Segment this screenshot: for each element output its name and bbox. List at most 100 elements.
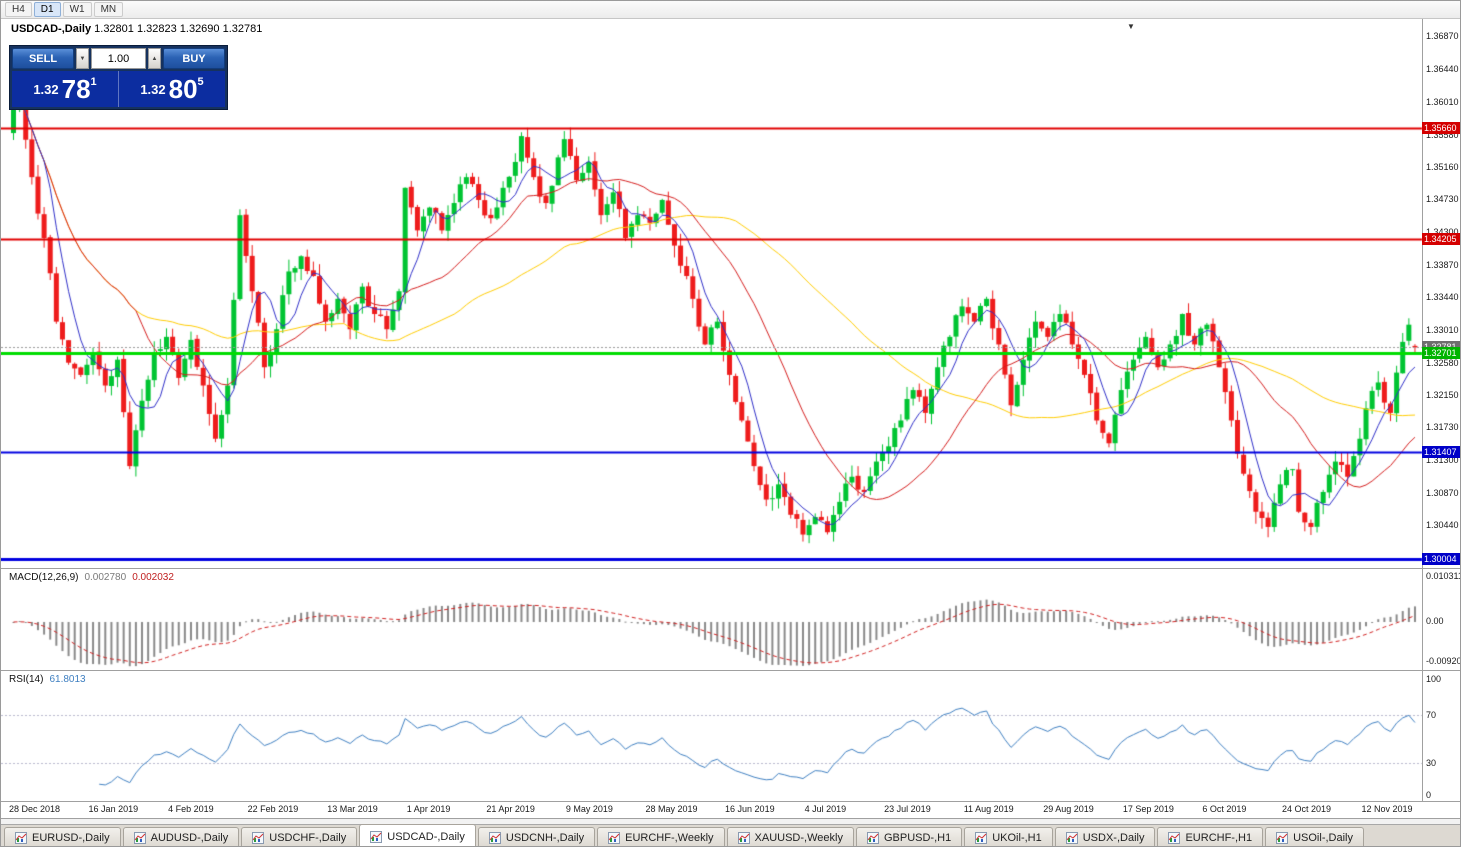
chart-tab[interactable]: UKOil-,H1 [964, 827, 1053, 846]
chart-title-symbol: USDCAD-,Daily [11, 23, 92, 35]
price-axis-tick: 1.33440 [1426, 292, 1459, 303]
date-axis-label: 11 Aug 2019 [963, 804, 1014, 814]
buy-button[interactable]: BUY [163, 48, 225, 69]
chart-icon [15, 832, 27, 844]
timeframe-button-w1[interactable]: W1 [62, 2, 92, 17]
chart-tab-label: USDCNH-,Daily [505, 832, 585, 844]
chart-icon [133, 832, 146, 844]
panel-separator[interactable] [1, 801, 1460, 802]
chart-tab-label: GBPUSD-,H1 [883, 832, 952, 844]
bid-price[interactable]: 1.32 78 1 [12, 71, 119, 107]
rsi-name: RSI(14) [9, 674, 44, 685]
date-axis-label: 4 Jul 2019 [804, 804, 847, 814]
time-axis[interactable] [1, 801, 1460, 818]
chart-title-ohlc: 1.32801 1.32823 1.32690 1.32781 [94, 23, 263, 35]
chart-tab[interactable]: EURUSD-,Daily [4, 827, 121, 846]
rsi-label: RSI(14) 61.8013 [9, 674, 86, 685]
one-click-trading-panel: SELL ▼ ▲ BUY 1.32 78 1 1.32 80 5 [9, 45, 228, 110]
chart-icon [975, 832, 988, 844]
chart-icon [488, 832, 501, 844]
bid-price-big: 78 [61, 74, 91, 104]
price-chart-canvas[interactable] [1, 19, 1460, 801]
bid-price-prefix: 1.32 [33, 81, 59, 97]
chart-tab-label: EURCHF-,Weekly [625, 832, 714, 844]
date-axis-label: 28 Dec 2018 [9, 804, 61, 814]
chart-icon [252, 832, 265, 844]
date-axis-label: 29 Aug 2019 [1043, 804, 1094, 814]
chart-tab-label: USOil-,Daily [1293, 832, 1353, 844]
price-axis-tick: 1.36870 [1426, 31, 1459, 42]
chart-icon [1065, 832, 1078, 844]
chart-tab-label: USDX-,Daily [1082, 832, 1145, 844]
volume-input[interactable] [91, 48, 146, 69]
price-line-label: 1.35660 [1422, 122, 1460, 135]
price-axis-tick: 1.33010 [1426, 324, 1459, 335]
date-axis-label: 16 Jan 2019 [88, 804, 139, 814]
indicator-axis-tick: 70 [1426, 710, 1437, 720]
macd-label: MACD(12,26,9) 0.002780 0.002032 [9, 572, 174, 583]
date-axis-label: 24 Oct 2019 [1281, 804, 1331, 814]
chart-tab[interactable]: GBPUSD-,H1 [855, 827, 963, 846]
price-axis-tick: 1.35160 [1426, 161, 1459, 172]
price-axis-tick: 1.36440 [1426, 64, 1459, 75]
ask-price-prefix: 1.32 [140, 81, 166, 97]
date-axis-label: 28 May 2019 [645, 804, 698, 814]
ask-price-pip: 5 [197, 76, 204, 88]
ask-price-big: 80 [168, 74, 198, 104]
panel-separator[interactable] [1, 670, 1460, 671]
chart-icon [370, 830, 383, 843]
price-line-label: 1.31407 [1422, 445, 1460, 458]
date-axis-label: 16 Jun 2019 [725, 804, 775, 814]
panel-separator[interactable] [1, 568, 1460, 569]
chart-tab-label: EURCHF-,H1 [1185, 832, 1253, 844]
timeframe-button-mn[interactable]: MN [93, 2, 124, 17]
chart-tab-label: XAUUSD-,Weekly [754, 832, 843, 844]
indicator-axis-tick: 0 [1426, 790, 1432, 800]
chart-tab[interactable]: EURCHF-,Weekly [597, 827, 725, 846]
panel-separator[interactable] [1, 818, 1460, 819]
price-line-label: 1.30004 [1422, 552, 1460, 565]
price-axis-tick: 1.36010 [1426, 96, 1459, 107]
price-axis-tick: 1.30440 [1426, 520, 1459, 531]
chart-dropdown-icon[interactable]: ▼ [1127, 22, 1135, 31]
price-axis-tick: 1.30870 [1426, 487, 1459, 498]
indicator-axis-tick: 100 [1426, 674, 1442, 684]
chart-icon [866, 832, 879, 844]
chart-tab[interactable]: USDCAD-,Daily [359, 824, 476, 846]
chart-tab[interactable]: AUDUSD-,Daily [122, 827, 240, 846]
price-axis-tick: 1.34730 [1426, 194, 1459, 205]
chart-tab[interactable]: USDCHF-,Daily [241, 827, 358, 846]
ask-price[interactable]: 1.32 80 5 [119, 71, 225, 107]
chart-tab[interactable]: XAUUSD-,Weekly [726, 827, 854, 846]
timeframe-button-d1[interactable]: D1 [33, 2, 61, 17]
chart-tab[interactable]: USOil-,Daily [1265, 827, 1364, 846]
bid-price-pip: 1 [90, 76, 97, 88]
volume-decrease-icon[interactable]: ▼ [76, 48, 89, 69]
chart-tab[interactable]: USDCNH-,Daily [477, 827, 596, 846]
indicator-axis-tick: 0.00 [1426, 616, 1444, 626]
price-axis-tick: 1.35580 [1426, 129, 1459, 140]
timeframe-button-h4[interactable]: H4 [5, 2, 32, 17]
price-axis-tick: 1.34300 [1426, 226, 1459, 237]
indicator-axis-tick: -0.009204 [1426, 656, 1460, 666]
chart-icon [1168, 832, 1181, 844]
chart-icon [737, 832, 750, 844]
chart-tab[interactable]: EURCHF-,H1 [1157, 827, 1264, 846]
price-axis-tick: 1.31300 [1426, 455, 1459, 466]
date-axis-label: 6 Oct 2019 [1202, 804, 1247, 814]
volume-increase-icon[interactable]: ▲ [148, 48, 161, 69]
date-axis-label: 23 Jul 2019 [884, 804, 931, 814]
sell-button[interactable]: SELL [12, 48, 74, 69]
price-axis-tick: 1.32150 [1426, 390, 1459, 401]
rsi-value: 61.8013 [49, 674, 86, 685]
macd-name: MACD(12,26,9) [9, 572, 79, 583]
chart-tab-label: USDCAD-,Daily [387, 830, 465, 843]
price-line-label: 1.34205 [1422, 233, 1460, 246]
date-axis-label: 13 Mar 2019 [327, 804, 378, 814]
chart-icon [1276, 832, 1289, 844]
chart-tab[interactable]: USDX-,Daily [1054, 827, 1156, 846]
timeframe-toolbar: H4 D1 W1 MN [1, 1, 1460, 19]
date-axis-label: 21 Apr 2019 [486, 804, 535, 814]
macd-value-signal: 0.002032 [132, 572, 174, 583]
